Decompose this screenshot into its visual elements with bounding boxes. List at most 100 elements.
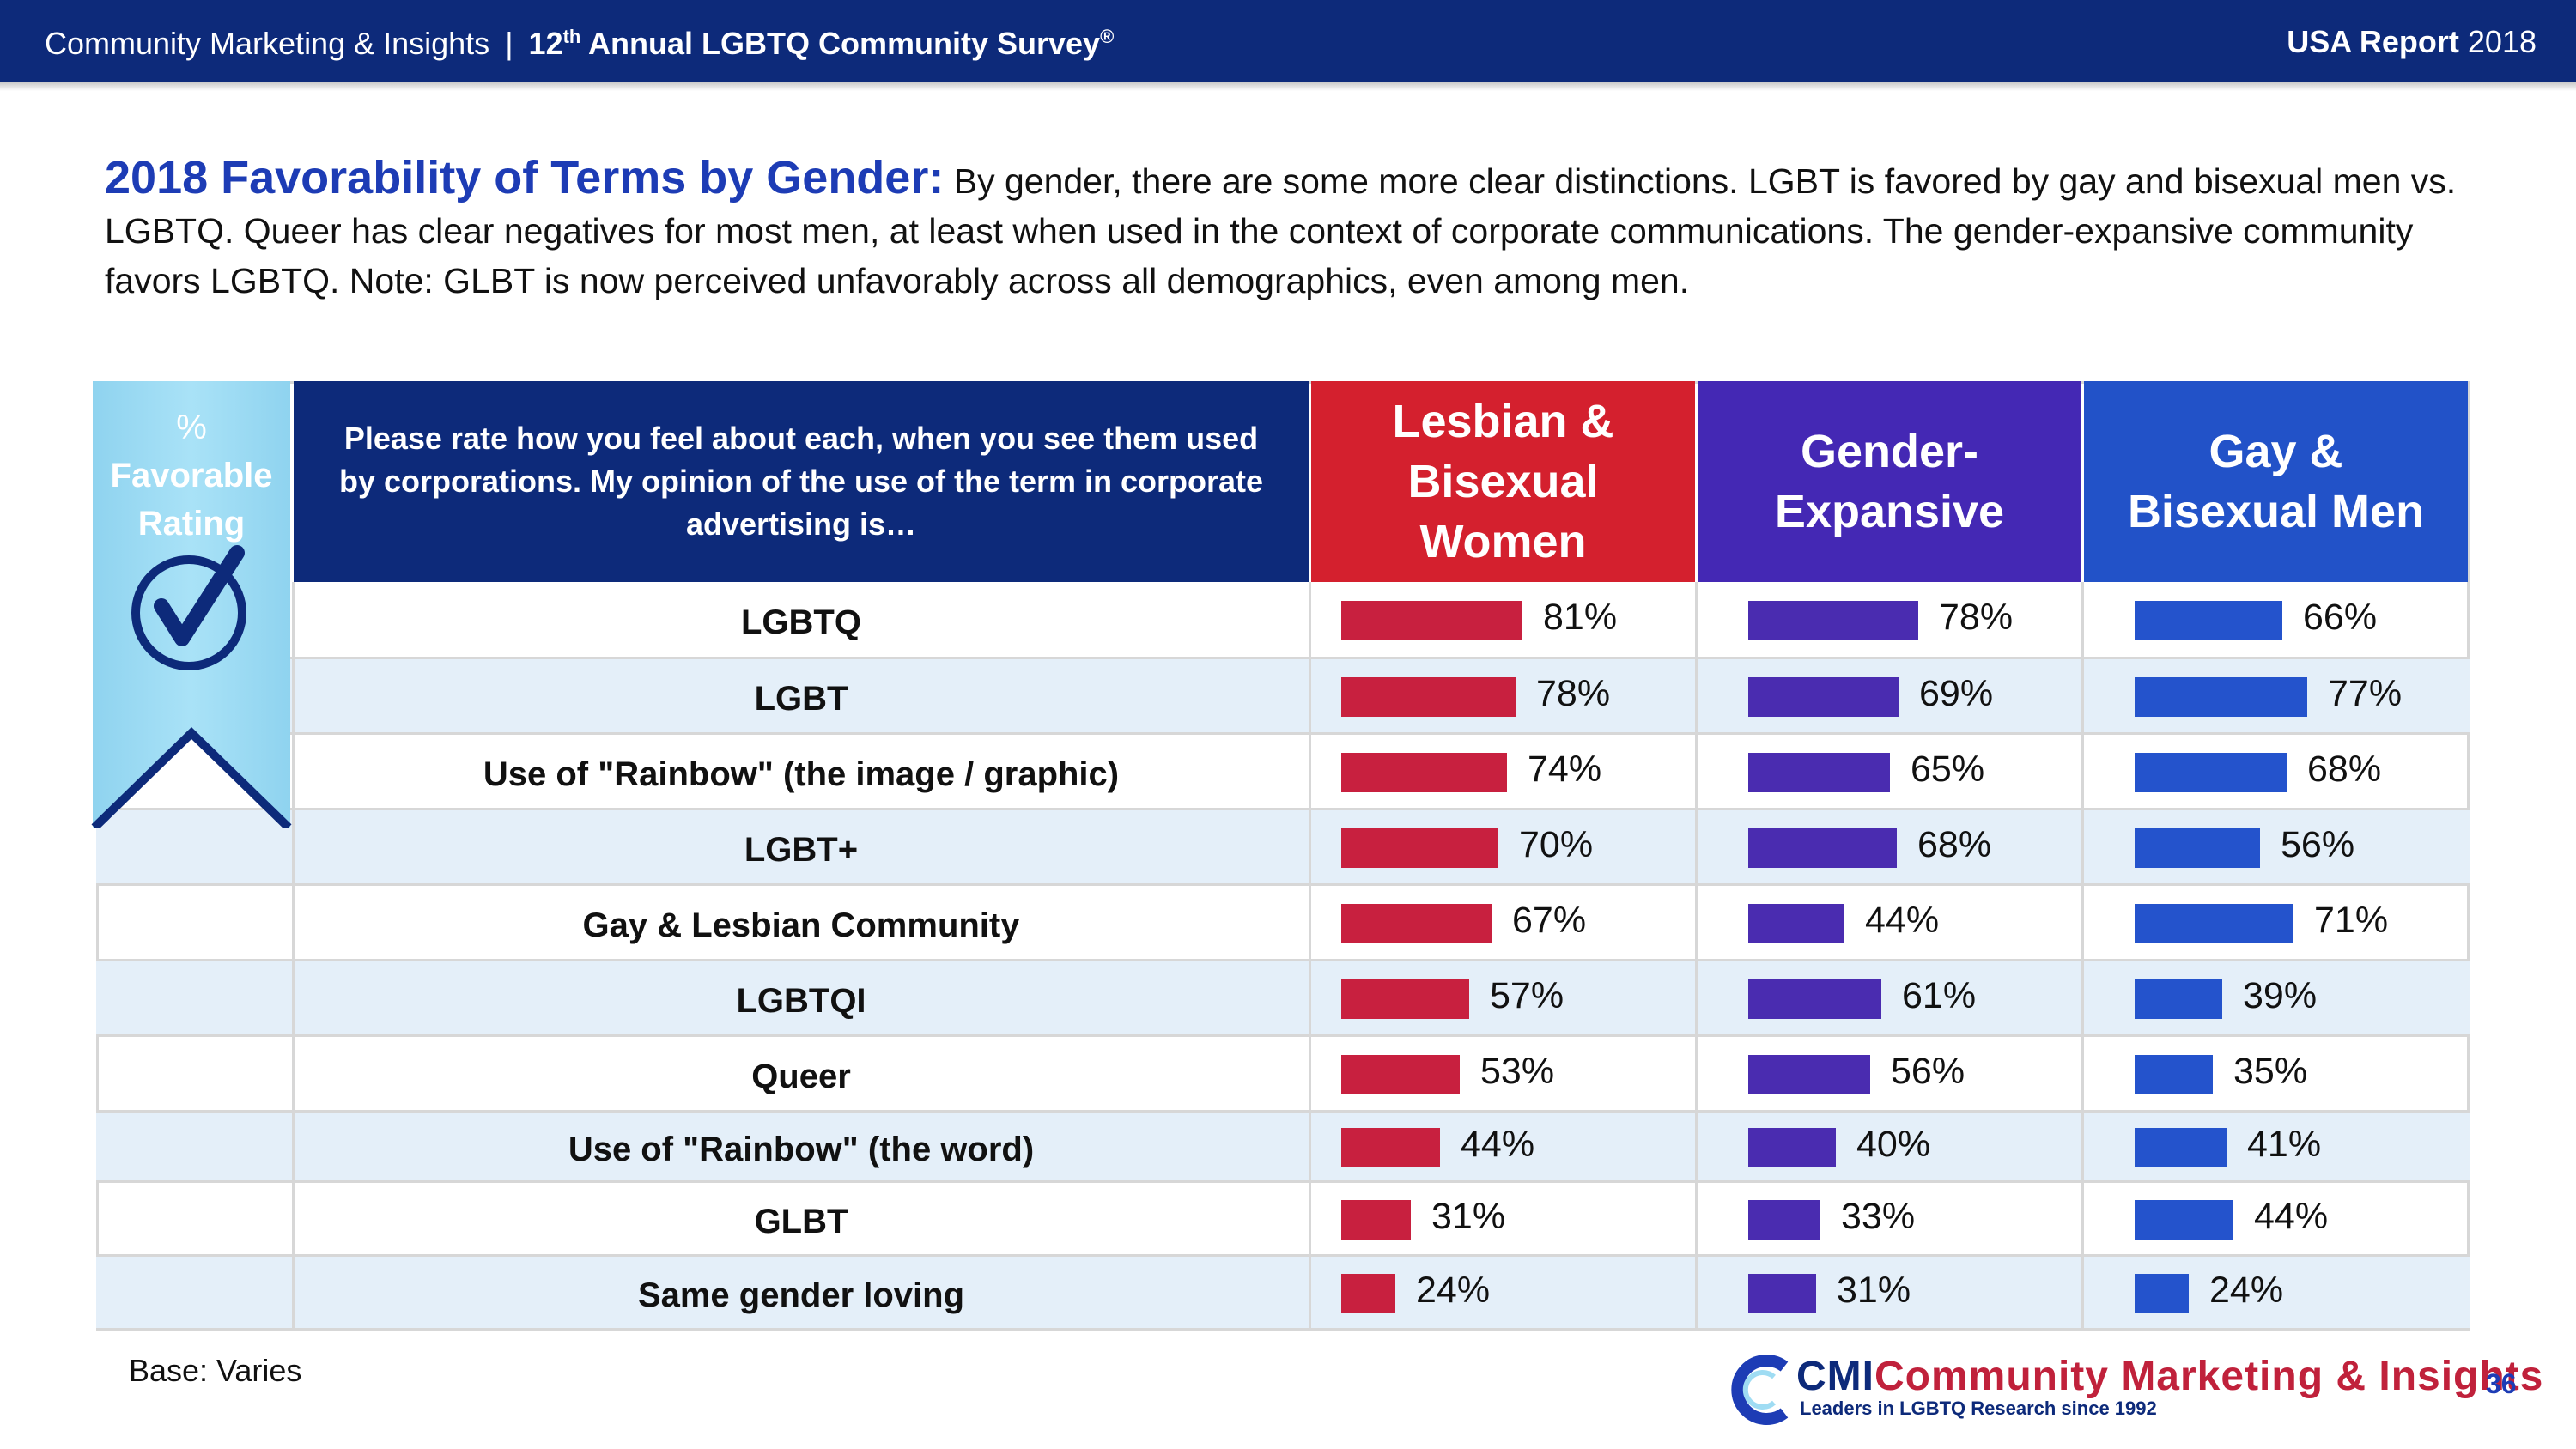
data-label: 81% <box>1543 597 1618 638</box>
data-label: 33% <box>1841 1196 1916 1237</box>
survey-number: 12 <box>528 26 563 61</box>
grid-line <box>1695 582 1698 1331</box>
data-label: 24% <box>1416 1270 1491 1311</box>
bar <box>2135 828 2260 868</box>
bar <box>2135 601 2282 640</box>
ribbon-chevron <box>91 727 292 828</box>
table-row <box>96 659 2470 735</box>
bar <box>1341 904 1492 943</box>
bar <box>1748 904 1844 943</box>
grid-line <box>1309 582 1311 1331</box>
column-header: Gender- Expansive <box>1698 381 2081 582</box>
logo-name: Community Marketing & Insights <box>1874 1354 2544 1399</box>
logo-tagline: Leaders in LGBTQ Research since 1992 <box>1800 1397 2157 1419</box>
data-label: 35% <box>2233 1051 2308 1092</box>
data-label: 78% <box>1939 597 2014 638</box>
data-label: 65% <box>1911 749 1985 790</box>
column-header-line: Bisexual Men <box>2127 486 2425 537</box>
bar <box>1341 601 1522 640</box>
bar <box>1341 677 1516 717</box>
report-label: USA Report 2018 <box>2287 24 2537 60</box>
data-label: 78% <box>1536 673 1611 714</box>
top-banner: Community Marketing & Insights | 12th Annu… <box>0 0 2576 82</box>
bar <box>1748 979 1881 1019</box>
row-label: GLBT <box>754 1203 848 1240</box>
data-label: 44% <box>1461 1124 1535 1165</box>
data-label: 24% <box>2209 1270 2284 1311</box>
data-label: 71% <box>2314 900 2389 941</box>
registered-mark: ® <box>1100 26 1115 47</box>
survey-name: 12th Annual LGBTQ Community Survey® <box>529 26 1115 61</box>
table-row <box>96 582 2470 659</box>
data-label: 56% <box>2281 824 2355 865</box>
bar <box>1341 828 1498 868</box>
ribbon-line-favorable: Favorable <box>110 457 273 494</box>
data-label: 69% <box>1919 673 1994 714</box>
row-label: LGBTQ <box>741 603 861 641</box>
bar <box>1341 1128 1440 1167</box>
row-label: LGBT <box>754 680 848 718</box>
bar <box>1341 979 1469 1019</box>
data-label: 77% <box>2328 673 2403 714</box>
bar <box>1341 1274 1395 1313</box>
row-label: Same gender loving <box>637 1276 965 1314</box>
favorable-ribbon <box>91 381 292 828</box>
bar <box>1341 753 1507 792</box>
grid-line <box>2081 582 2084 1331</box>
data-label: 61% <box>1902 975 1977 1016</box>
bar <box>1341 1055 1460 1094</box>
row-label: LGBT+ <box>744 831 859 869</box>
data-label: 68% <box>1917 824 1992 865</box>
data-label: 74% <box>1528 749 1602 790</box>
column-header-text: Gender- Expansive <box>1775 421 2004 542</box>
row-label: Use of "Rainbow" (the word) <box>568 1131 1035 1168</box>
bar <box>2135 979 2222 1019</box>
ribbon-line-rating: Rating <box>137 505 246 543</box>
logo-wordmark: CMICommunity Marketing & Insights <box>1796 1353 2543 1400</box>
bar <box>2135 1128 2227 1167</box>
ribbon-shape <box>93 381 290 828</box>
bar <box>1748 1200 1820 1240</box>
bar <box>1748 828 1897 868</box>
survey-ordinal: th <box>562 26 581 47</box>
bar <box>1748 601 1918 640</box>
survey-title: Annual LGBTQ Community Survey <box>580 26 1101 61</box>
bar <box>1341 1200 1411 1240</box>
cmi-logo <box>1731 1355 1789 1425</box>
checkmark-circle-icon <box>131 545 246 670</box>
row-label: LGBTQI <box>736 982 866 1020</box>
base-note: Base: Varies <box>129 1353 302 1388</box>
table-row <box>96 1037 2470 1113</box>
bar <box>2135 904 2293 943</box>
data-label: 40% <box>1856 1124 1931 1165</box>
ribbon-percent-symbol: % <box>176 409 207 446</box>
table-row <box>96 735 2470 810</box>
banner-shadow <box>0 82 2576 91</box>
table-row <box>96 810 2470 886</box>
row-label: Gay & Lesbian Community <box>582 906 1020 944</box>
page-number: 36 <box>2486 1368 2517 1399</box>
grid-line <box>292 582 295 1331</box>
row-label: Use of "Rainbow" (the image / graphic) <box>483 755 1120 793</box>
column-header: Lesbian & Bisexual Women <box>1311 381 1695 582</box>
table-row <box>96 1183 2470 1257</box>
data-label: 66% <box>2303 597 2378 638</box>
bar <box>2135 1200 2233 1240</box>
row-label: Queer <box>751 1058 851 1095</box>
column-header-line: Lesbian & <box>1392 396 1614 447</box>
column-header: Gay & Bisexual Men <box>2084 381 2468 582</box>
column-header-line: Bisexual Women <box>1407 456 1599 567</box>
column-header-text: Lesbian & Bisexual Women <box>1320 391 1686 572</box>
data-label: 68% <box>2307 749 2382 790</box>
report-name: USA Report <box>2287 24 2459 59</box>
bar <box>2135 1274 2189 1313</box>
title-body: By gender, there are some more clear dis… <box>105 161 2457 300</box>
logo-cmi: CMI <box>1796 1354 1874 1399</box>
slide-title: 2018 Favorability of Terms by Gender: By… <box>105 153 2458 306</box>
data-label: 39% <box>2243 975 2318 1016</box>
report-year: 2018 <box>2467 24 2537 59</box>
data-label: 31% <box>1431 1196 1506 1237</box>
banner-separator: | <box>505 26 513 61</box>
bar <box>1748 1128 1836 1167</box>
title-lead: 2018 Favorability of Terms by Gender: <box>105 152 945 203</box>
